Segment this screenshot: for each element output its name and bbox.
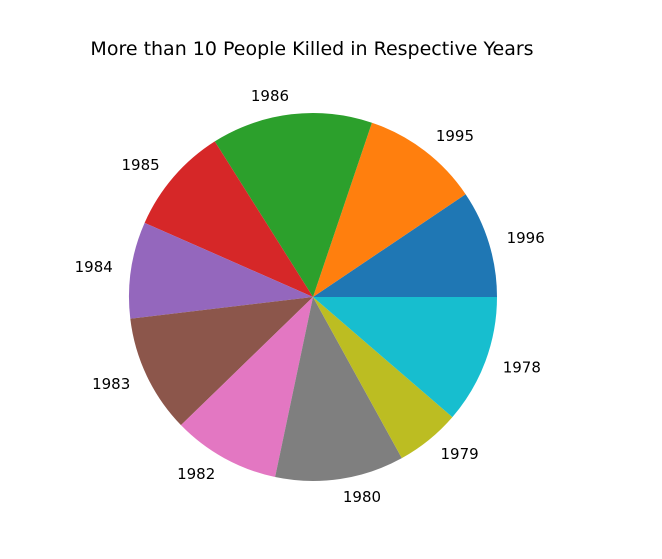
pie-slice-1979	[313, 297, 453, 459]
pie-label-1986: 1986	[251, 87, 289, 105]
pie-labels: 1996 1995 1986 1985 1984 1983 1982 1980 1979 1978	[75, 87, 545, 506]
pie-label-1982: 1982	[177, 465, 215, 483]
pie-slice-1978	[313, 297, 497, 418]
pie-label-1984: 1984	[75, 258, 113, 276]
pie-slices	[128, 112, 497, 481]
pie-slice-1986	[214, 112, 372, 297]
pie-label-1980: 1980	[343, 488, 381, 506]
pie-slice-1985	[144, 141, 313, 297]
pie-slice-1980	[275, 297, 402, 481]
pie-label-1983: 1983	[92, 375, 130, 393]
pie-slice-1995	[313, 122, 466, 297]
pie-slice-1983	[130, 297, 313, 426]
pie-label-1979: 1979	[441, 445, 479, 463]
pie-slice-1984	[128, 222, 313, 319]
pie-slice-1996	[313, 194, 497, 297]
pie-label-1978: 1978	[503, 358, 541, 376]
pie-label-1995: 1995	[436, 127, 474, 145]
pie-slice-1982	[180, 297, 313, 478]
pie-label-1985: 1985	[121, 156, 159, 174]
pie-label-1996: 1996	[507, 229, 545, 247]
chart-title: More than 10 People Killed in Respective…	[90, 38, 533, 60]
